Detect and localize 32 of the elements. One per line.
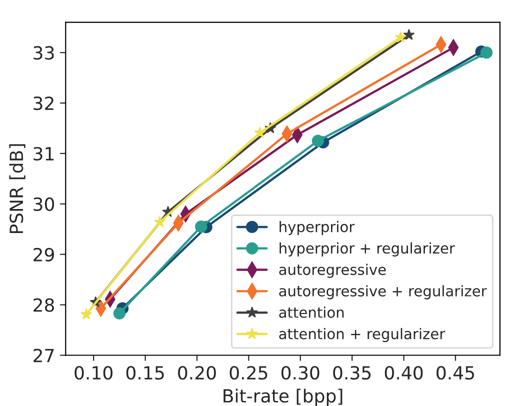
y-tick-label: 31 (34, 146, 54, 161)
x-tick-label: 0.35 (333, 366, 371, 380)
point (480, 46, 493, 59)
x-tick-label: 0.45 (436, 366, 474, 380)
x-tick-label: 0.10 (74, 366, 112, 380)
y-tick-label: 28 (34, 298, 54, 312)
legend-label: hyperprior + regularizer (280, 242, 455, 257)
y-tick-label: 30 (34, 197, 54, 212)
legend-label: autoregressive + regularizer (279, 285, 487, 300)
y-tick-label: 27 (34, 348, 54, 362)
y-tick-label: 29 (34, 248, 54, 262)
point (80, 308, 92, 320)
point (394, 31, 406, 42)
point (113, 307, 126, 320)
y-tick-label: 33 (34, 46, 54, 60)
y-tick-label: 32 (34, 96, 54, 110)
x-tick-label: 0.25 (230, 366, 268, 380)
y-axis-title: PSNR [dB] (9, 144, 26, 234)
point (195, 220, 208, 233)
legend-label: hyperprior (280, 220, 355, 236)
point (254, 126, 266, 138)
x-tick-label: 0.20 (178, 366, 216, 380)
x-tick-label: 0.30 (281, 366, 320, 380)
x-tick-label: 0.15 (126, 366, 164, 380)
legend-label: autoregressive (279, 264, 386, 278)
legend-label: attention + regularizer (279, 328, 446, 342)
point (154, 216, 166, 228)
legend-label: attention (279, 306, 344, 318)
x-axis-title: Bit-rate [bpp] (224, 388, 342, 406)
x-tick-label: 0.40 (384, 366, 423, 380)
point (312, 134, 324, 147)
point (403, 28, 415, 40)
